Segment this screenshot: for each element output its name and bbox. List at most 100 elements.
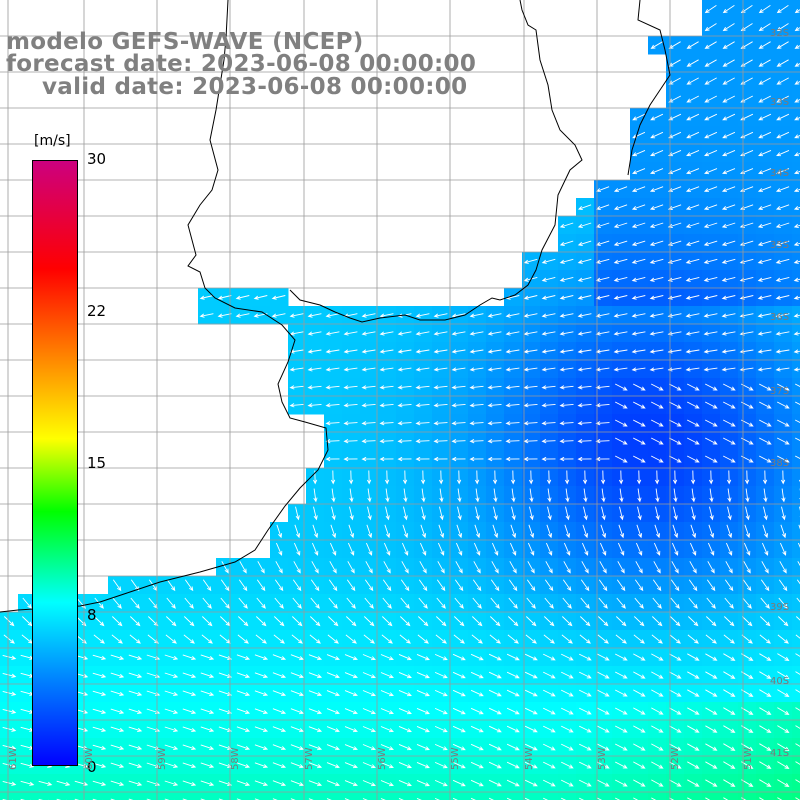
coastline [0, 0, 671, 613]
wind-arrow [506, 653, 520, 661]
speed-cell [792, 594, 800, 613]
wind-arrow [474, 524, 481, 539]
wind-arrow [474, 470, 480, 485]
colorbar-tick-label: 15 [87, 454, 107, 472]
wind-arrow [289, 403, 304, 408]
wind-arrow [220, 597, 230, 609]
wind-arrow [325, 367, 340, 372]
wind-arrow [759, 653, 772, 661]
wind-arrow [577, 295, 592, 300]
wind-arrow [545, 542, 553, 556]
wind-arrow [545, 561, 553, 574]
wind-arrow [401, 542, 409, 556]
wind-arrow [384, 470, 390, 485]
wind-arrow [596, 671, 610, 679]
wind-arrow [400, 579, 410, 592]
wind-arrow [469, 367, 484, 372]
speed-cell [792, 18, 800, 37]
wind-arrow [758, 455, 772, 463]
wind-arrow [184, 597, 194, 609]
speed-cell [432, 792, 451, 800]
wind-arrow [218, 780, 233, 787]
wind-arrow [182, 690, 197, 697]
speed-cell [90, 792, 109, 800]
wind-arrow [780, 524, 787, 539]
wind-arrow [308, 780, 323, 787]
wind-arrow [508, 579, 518, 592]
wind-arrow [182, 726, 197, 733]
wind-arrow [272, 708, 287, 715]
wind-arrow [757, 331, 772, 336]
wind-arrow [685, 276, 700, 282]
wind-arrow [528, 524, 535, 539]
wind-arrow [723, 797, 729, 800]
wind-arrow [669, 743, 682, 751]
wind-arrow [794, 401, 800, 405]
wind-arrow [650, 168, 664, 175]
wind-arrow [722, 149, 736, 157]
speed-cell [792, 702, 800, 721]
wind-arrow [723, 653, 736, 661]
wind-arrow [633, 761, 646, 769]
wind-arrow [292, 579, 302, 592]
speed-cell [252, 792, 271, 800]
wind-arrow [307, 331, 322, 336]
wind-arrow [775, 331, 790, 336]
wind-arrow [761, 542, 769, 556]
wind-arrow [56, 780, 71, 786]
longitude-label: 55W [450, 747, 461, 770]
longitude-label: 61W [8, 747, 19, 770]
wind-arrow [724, 597, 734, 609]
wind-arrow [757, 204, 772, 211]
speed-cell [792, 666, 800, 685]
wind-arrow [617, 561, 625, 574]
wind-arrow [542, 761, 556, 769]
wind-arrow [631, 240, 646, 246]
wind-arrow [598, 579, 608, 592]
wind-arrow [596, 725, 610, 733]
wind-arrow [613, 240, 628, 246]
wind-arrow [721, 331, 736, 336]
wind-arrow [433, 331, 448, 336]
wind-arrow [721, 276, 736, 282]
wind-arrow [239, 561, 247, 574]
wind-arrow [200, 762, 215, 769]
wind-arrow [655, 506, 660, 521]
wind-arrow [685, 331, 700, 336]
wind-arrow [596, 761, 610, 769]
wind-arrow [256, 579, 266, 592]
wind-arrow [199, 313, 214, 318]
wind-arrow [434, 671, 448, 679]
wind-arrow [505, 367, 520, 372]
wind-arrow [384, 524, 391, 539]
wind-arrow [796, 579, 800, 585]
wind-arrow [722, 59, 735, 67]
wind-arrow [687, 671, 700, 679]
wind-arrow [416, 743, 430, 751]
wind-arrow [398, 779, 412, 787]
wind-arrow [670, 597, 680, 609]
wind-arrow [289, 349, 304, 354]
wind-arrow [668, 401, 682, 409]
wind-arrow [470, 689, 484, 697]
wind-arrow [3, 634, 15, 644]
wind-arrow [307, 385, 322, 390]
wind-arrow [415, 367, 430, 372]
wind-arrow [723, 689, 736, 697]
wind-arrow [416, 725, 430, 733]
wind-arrow [2, 708, 17, 714]
wind-arrow [690, 470, 696, 485]
speed-cell [72, 792, 91, 800]
wind-arrow [92, 780, 107, 786]
wind-arrow [506, 671, 520, 679]
wind-arrow [236, 762, 251, 769]
wind-arrow [418, 597, 428, 609]
valid-date-title: valid date: 2023-06-08 00:00:00 [42, 74, 468, 100]
wind-arrow [416, 689, 430, 697]
wind-arrow [795, 797, 800, 800]
wind-arrow [381, 634, 393, 644]
wind-arrow [687, 761, 700, 769]
wind-arrow [560, 653, 574, 661]
wind-arrow [796, 597, 800, 603]
wind-arrow [758, 41, 771, 49]
